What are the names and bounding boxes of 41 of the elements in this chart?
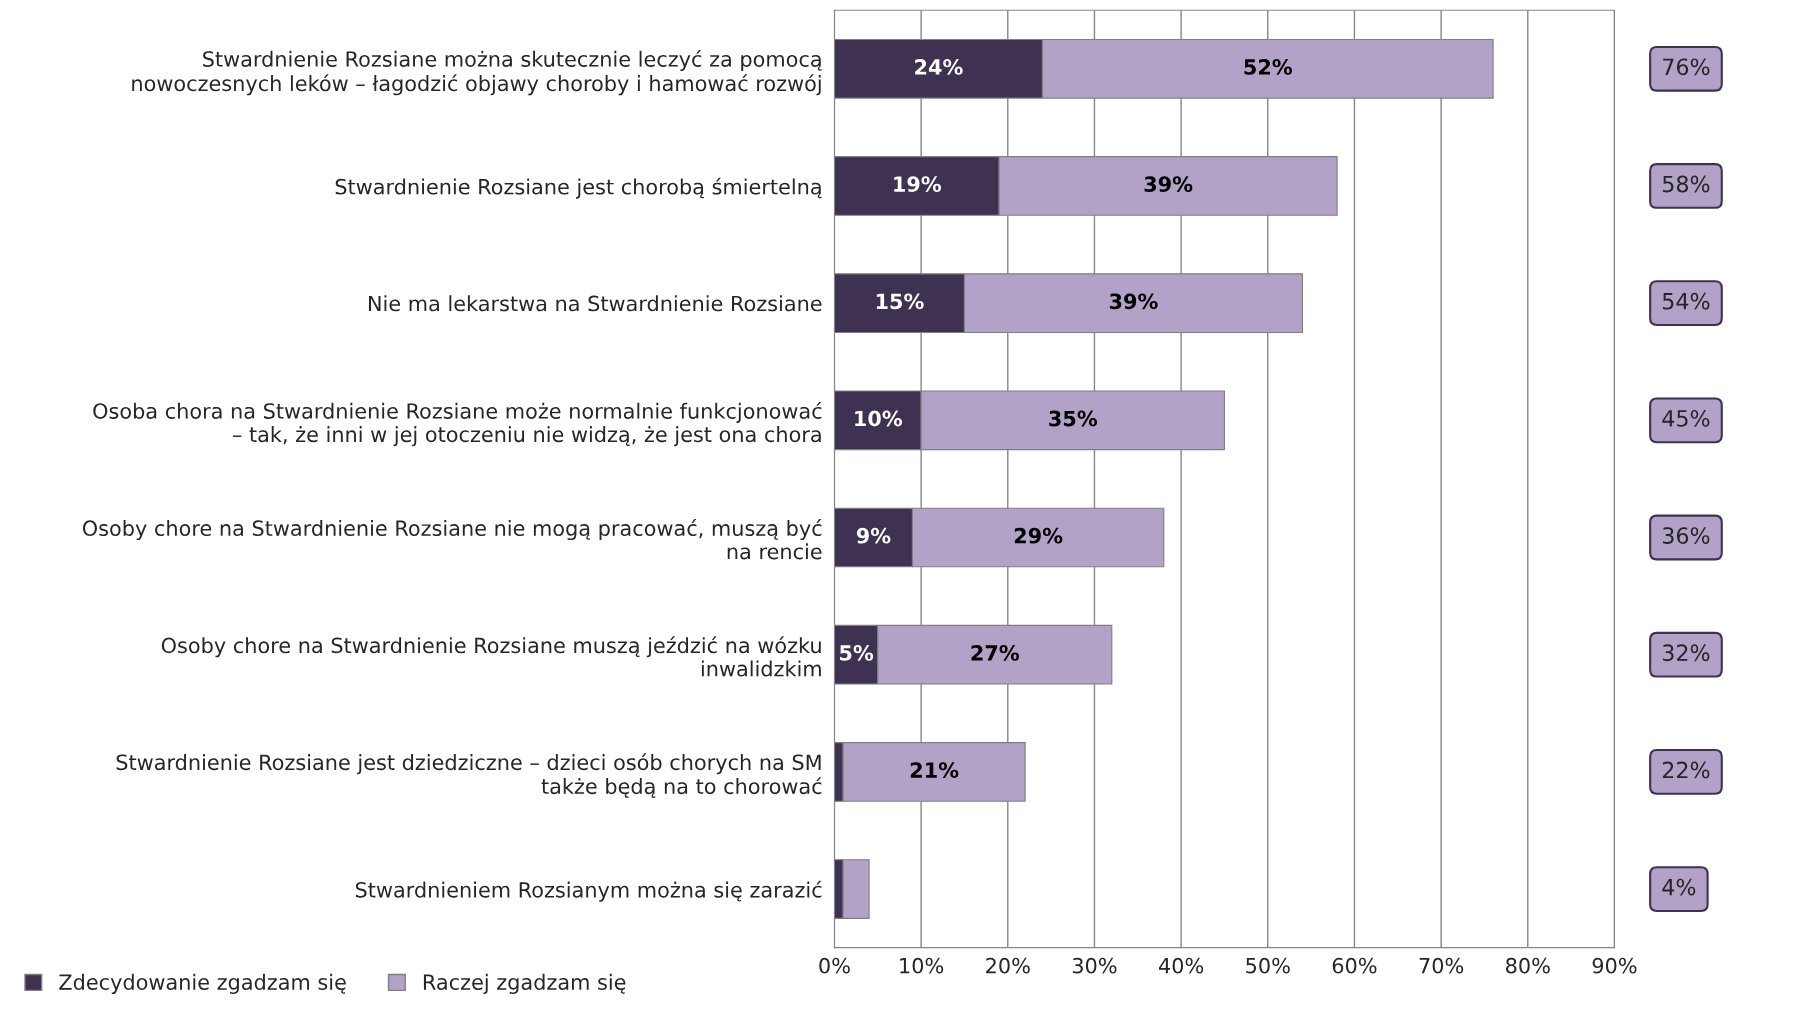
y-tick-label: Stwardnienie Rozsiane można skutecznie leczyć za pomocą nowoczesnych leków – łagodzić objawy choroby i hamować rozwój [132,49,822,96]
data-label: 19% [894,176,942,193]
x-tick-label: 10% [900,957,944,974]
data-label: 21% [910,762,959,778]
x-tick-label: 90% [1592,957,1637,974]
text: 58% [1662,175,1710,193]
y-tick-label: Osoba chora na Stwardnienie Rozsiane może normalnie funkcjonować – tak, że inni w jej otoczeniu nie widzą, że jest ona chora [93,401,822,447]
data-label: 9% [856,527,891,544]
legend-label: Zdecydowanie zgadzam się [59,973,346,994]
x-tick-label: 50% [1246,957,1290,974]
x-tick-label: 20% [986,957,1030,974]
x-tick-label: 60% [1332,957,1377,974]
text: 22% [1662,761,1710,779]
text: 76% [1663,58,1710,76]
x-tick-label: 70% [1419,957,1464,974]
y-tick-label: Stwardnienie Rozsiane jest chorobą śmiertelną [335,177,822,199]
x-tick-label: 0% [819,957,850,974]
x-tick-label: 80% [1506,957,1550,974]
data-label: 10% [855,410,903,427]
data-label: 5% [840,644,874,661]
text: 54% [1662,292,1710,310]
y-tick-label: Nie ma lekarstwa na Stwardnienie Rozsiane [369,295,822,312]
data-label: 39% [1144,176,1193,193]
y-tick-label: Stwardnieniem Rozsianym można się zarazić [355,880,822,902]
y-tick-label: Osoby chore na Stwardnienie Rozsiane nie mogą pracować, muszą być na rencie [82,519,822,560]
data-label: 39% [1109,293,1158,310]
y-tick-label: Osoby chore na Stwardnienie Rozsiane muszą jeździć na wózku inwalidzkim [161,636,821,677]
legend-label: Raczej zgadzam się [423,973,626,994]
data-label: 52% [1244,59,1293,75]
text: 45% [1662,409,1710,427]
text: 36% [1662,527,1710,544]
data-label: 15% [876,293,924,310]
data-label: 27% [971,644,1020,661]
data-label: 35% [1049,410,1098,427]
y-tick-label: Stwardnienie Rozsiane jest dziedziczne – dzieci osób chorych na SM także będą na to chorować [116,753,822,798]
x-tick-label: 40% [1158,957,1204,974]
text: 4% [1662,878,1696,896]
data-label: 29% [1014,527,1063,544]
x-tick-label: 30% [1072,957,1117,974]
text: 32% [1662,644,1710,662]
data-label: 24% [915,59,963,75]
